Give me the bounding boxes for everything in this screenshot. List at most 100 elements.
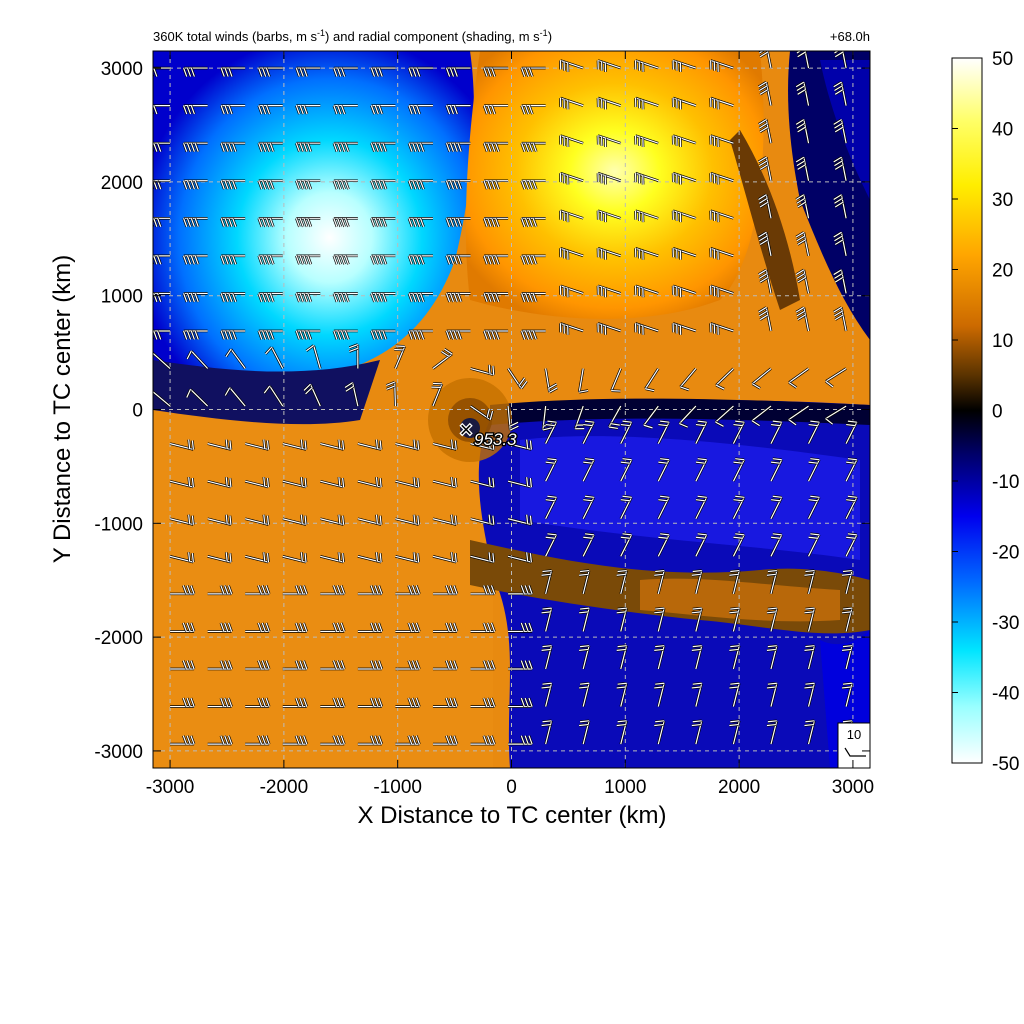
wind-barb [795,306,810,332]
wind-barb [634,284,659,298]
wind-barb [807,532,821,557]
wind-barb [559,96,584,110]
wind-barb [596,209,622,223]
wind-barb [186,350,209,370]
axis-ticks [153,51,870,768]
wind-barb [619,532,633,557]
wind-barb [282,439,308,451]
wind-barb [320,660,346,671]
wind-barb [245,697,271,708]
wind-barb [257,329,283,340]
wind-barb [244,477,270,489]
wind-barb [357,514,383,526]
wind-barb [332,329,358,340]
wind-barb [357,552,383,564]
wind-barb [541,569,553,595]
wind-barb [559,247,584,260]
wind-barb [634,209,659,223]
wind-barb [634,247,659,260]
wind-barb [579,681,591,707]
wind-barb [207,552,233,564]
wind-barb [654,606,666,632]
wind-barb [844,532,858,557]
wind-barb [559,322,584,335]
wind-barb [319,477,345,489]
wind-barb [804,644,816,670]
wind-barb [482,292,509,303]
wind-barb [833,306,848,332]
wind-barb [694,532,708,557]
wind-barb [303,383,322,407]
x-tick-labels: -3000 -2000 -1000 0 1000 2000 3000 [146,777,874,798]
wind-barb [319,552,345,564]
wind-barb [445,141,471,153]
wind-barb [757,306,773,332]
tc-center-x-icon: × [460,417,473,442]
barb-reference-label: 10 [847,727,861,742]
y-tick-label: -3000 [94,742,143,763]
wind-barb [833,193,848,219]
wind-barb [407,292,433,303]
wind-barb [729,681,741,707]
wind-barb [470,552,496,564]
wind-barb [520,179,546,190]
x-tick-label: -2000 [260,777,309,798]
wind-barb [182,217,208,228]
wind-barb [470,584,496,596]
wind-barb [729,719,741,745]
wind-barb [407,141,433,153]
wind-barb [432,439,458,451]
wind-barb [407,66,433,77]
wind-barb [757,118,773,144]
y-tick-label: 0 [132,401,143,422]
barb-reference-icon [844,747,866,757]
wind-barb [257,104,283,115]
wind-barb [385,380,397,407]
wind-barb [357,584,384,596]
wind-barb [769,419,783,445]
wind-barb [470,477,496,489]
wind-barb [407,104,433,115]
wind-barb [732,494,746,520]
wind-barb [332,179,358,190]
wind-barb [804,569,816,595]
colorbar-tick-label: 10 [992,331,1013,352]
wind-barb [370,292,396,303]
colorbar-tick-label: -10 [992,472,1019,493]
wind-barb [833,268,848,294]
wind-barb [671,209,697,223]
wind-barb [671,284,697,298]
wind-barb [153,254,171,265]
wind-barb [169,477,195,489]
wind-barb [544,457,558,482]
colorbar-tick-label: -50 [992,754,1019,775]
wind-barb [757,231,773,257]
wind-barb [244,552,270,564]
wind-barb [407,329,433,340]
wind-barb [182,104,208,115]
wind-barb [432,622,459,633]
wind-barb [332,104,358,115]
y-tick-label: 2000 [101,173,143,194]
wind-barb [596,171,622,185]
wind-barb [219,329,246,340]
wind-barb [582,457,596,482]
x-axis-title: X Distance to TC center (km) [358,802,667,829]
wind-barb [219,104,246,115]
wind-barb [795,231,810,257]
wind-barb [795,156,810,181]
wind-barb [596,322,622,335]
wind-barb [671,322,697,335]
wind-barb [153,390,171,408]
wind-barb [257,217,283,228]
wind-barb [751,405,772,427]
wind-barb [445,104,471,115]
y-axis-title: Y Distance to TC center (km) [49,255,76,564]
wind-barb [610,368,622,393]
wind-barb [185,388,209,408]
wind-barb [709,209,734,223]
wind-barb [520,217,546,228]
wind-barb [691,644,703,670]
wind-barb [807,419,821,445]
valid-time-label: +68.0h [830,29,870,44]
